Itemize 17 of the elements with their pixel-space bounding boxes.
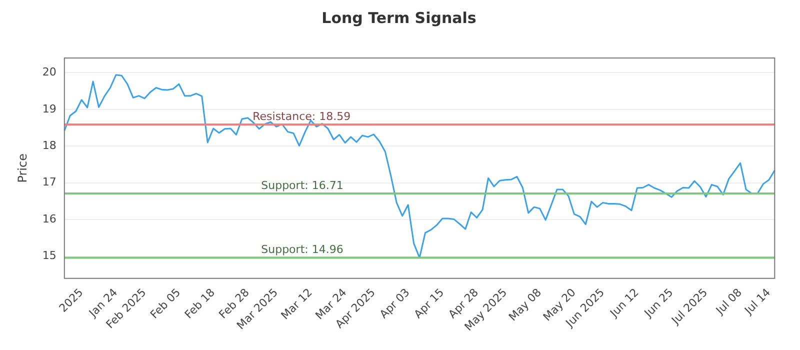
ref-line-label: Resistance: 18.59: [252, 110, 351, 123]
y-tick-label: 17: [42, 176, 56, 189]
x-tick-label: Feb 18: [182, 286, 218, 322]
chart-title: Long Term Signals: [322, 8, 476, 27]
y-tick-label: 18: [42, 138, 56, 152]
ref-line-label: Support: 14.96: [261, 243, 344, 256]
y-tick-label: 20: [42, 66, 56, 79]
x-tick-label: Jun 12: [606, 286, 642, 320]
x-tick-label: Feb 05: [148, 286, 184, 322]
y-tick-label: 15: [42, 249, 56, 262]
y-axis-title: Price: [15, 154, 30, 183]
x-tick-label: Apr 15: [412, 286, 447, 321]
x-tick-label: Apr 03: [377, 286, 412, 321]
x-tick-label: Mar 12: [278, 286, 315, 322]
y-tick-label: 16: [42, 212, 56, 226]
ref-line-label: Support: 16.71: [261, 178, 344, 192]
y-tick-label: 19: [42, 102, 56, 116]
